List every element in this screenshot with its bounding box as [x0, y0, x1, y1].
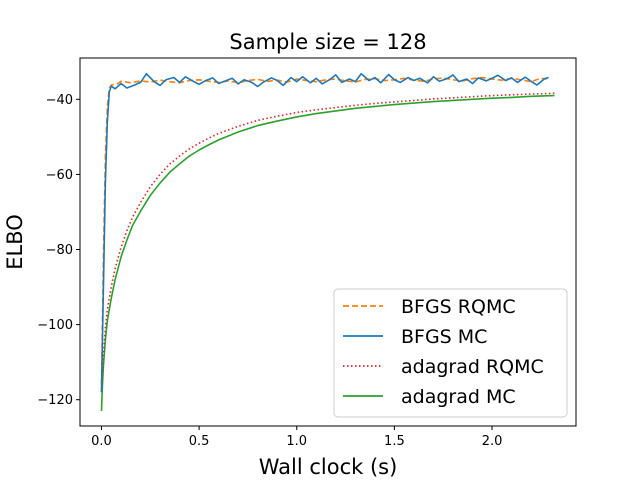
x-tick-label: 2.0 — [482, 434, 503, 449]
y-axis-ticks: −120 −100 −80 −60 −40 — [37, 93, 80, 408]
plot-area — [79, 57, 577, 427]
chart-title: Sample size = 128 — [229, 30, 426, 54]
legend-label-bfgs-mc: BFGS MC — [401, 326, 487, 348]
y-tick-label: −100 — [37, 318, 73, 333]
legend-label-adagrad-mc: adagrad MC — [401, 386, 516, 408]
series-layer — [100, 72, 555, 412]
y-tick-label: −60 — [46, 168, 73, 183]
x-axis-ticks: 0.0 0.5 1.0 1.5 2.0 — [91, 426, 502, 449]
series-line-bfgs-mc — [100, 72, 549, 393]
x-tick-label: 0.5 — [189, 434, 210, 449]
x-tick-label: 1.0 — [286, 434, 307, 449]
y-axis-label: ELBO — [3, 214, 27, 270]
x-tick-label: 0.0 — [91, 434, 112, 449]
x-tick-label: 1.5 — [384, 434, 405, 449]
y-tick-label: −120 — [37, 393, 73, 408]
legend-box — [333, 288, 568, 418]
legend-label-bfgs-rqmc: BFGS RQMC — [401, 296, 516, 318]
y-tick-label: −40 — [46, 93, 73, 108]
x-axis-label: Wall clock (s) — [259, 455, 398, 479]
legend: BFGS RQMC BFGS MC adagrad RQMC adagrad MC — [333, 288, 568, 418]
series-line-adagrad-mc — [100, 94, 555, 412]
y-tick-label: −80 — [46, 243, 73, 258]
legend-label-adagrad-rqmc: adagrad RQMC — [401, 356, 544, 378]
axes-frame — [79, 57, 577, 427]
